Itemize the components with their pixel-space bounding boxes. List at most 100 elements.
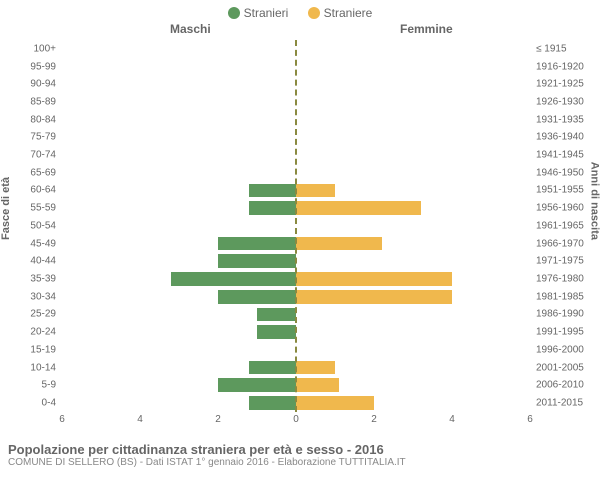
- age-label: 65-69: [30, 167, 62, 178]
- x-tick: 0: [293, 414, 299, 425]
- male-bar: [257, 308, 296, 322]
- male-half: [62, 131, 296, 145]
- female-bar: [296, 237, 382, 251]
- female-half: [296, 237, 530, 251]
- age-label: 60-64: [30, 185, 62, 196]
- male-half: [62, 361, 296, 375]
- male-bar: [249, 396, 296, 410]
- male-half: [62, 201, 296, 215]
- female-half: [296, 166, 530, 180]
- female-half: [296, 254, 530, 268]
- birth-year-label: 1961-1965: [530, 220, 584, 231]
- age-label: 100+: [33, 43, 62, 54]
- age-label: 30-34: [30, 291, 62, 302]
- male-half: [62, 343, 296, 357]
- birth-year-label: 1941-1945: [530, 150, 584, 161]
- x-tick: 4: [449, 414, 455, 425]
- female-bar: [296, 396, 374, 410]
- female-half: [296, 131, 530, 145]
- male-half: [62, 254, 296, 268]
- age-label: 25-29: [30, 309, 62, 320]
- male-half: [62, 219, 296, 233]
- female-half: [296, 95, 530, 109]
- x-tick: 6: [59, 414, 65, 425]
- female-bar: [296, 184, 335, 198]
- female-half: [296, 361, 530, 375]
- female-half: [296, 148, 530, 162]
- male-bar: [218, 378, 296, 392]
- birth-year-label: 1976-1980: [530, 273, 584, 284]
- population-pyramid-chart: Fasce di età Anni di nascita 100+ ≤ 1915 9…: [0, 40, 600, 440]
- birth-year-label: 1966-1970: [530, 238, 584, 249]
- female-half: [296, 113, 530, 127]
- female-half: [296, 272, 530, 286]
- male-half: [62, 166, 296, 180]
- male-bar: [249, 201, 296, 215]
- male-bar: [249, 361, 296, 375]
- male-bar: [218, 237, 296, 251]
- y-axis-title-left: Fasce di età: [0, 177, 12, 240]
- legend-label-female: Straniere: [324, 6, 373, 20]
- birth-year-label: 1946-1950: [530, 167, 584, 178]
- male-half: [62, 396, 296, 410]
- birth-year-label: 1956-1960: [530, 203, 584, 214]
- female-half: [296, 290, 530, 304]
- age-label: 40-44: [30, 256, 62, 267]
- male-bar: [171, 272, 296, 286]
- legend: Stranieri Straniere: [0, 0, 600, 22]
- x-axis: 6420246: [62, 414, 530, 430]
- birth-year-label: 1926-1930: [530, 96, 584, 107]
- male-half: [62, 184, 296, 198]
- male-half: [62, 237, 296, 251]
- legend-swatch-male: [228, 7, 240, 19]
- legend-item-female: Straniere: [308, 6, 373, 20]
- birth-year-label: 2011-2015: [530, 397, 583, 408]
- female-half: [296, 343, 530, 357]
- male-half: [62, 60, 296, 74]
- age-label: 95-99: [30, 61, 62, 72]
- female-half: [296, 308, 530, 322]
- age-label: 0-4: [42, 397, 62, 408]
- female-half: [296, 184, 530, 198]
- female-bar: [296, 361, 335, 375]
- male-half: [62, 148, 296, 162]
- male-half: [62, 95, 296, 109]
- legend-swatch-female: [308, 7, 320, 19]
- y-axis-title-right: Anni di nascita: [588, 162, 600, 240]
- female-bar: [296, 378, 339, 392]
- birth-year-label: 1921-1925: [530, 79, 584, 90]
- birth-year-label: 2006-2010: [530, 380, 584, 391]
- birth-year-label: 1936-1940: [530, 132, 584, 143]
- male-bar: [249, 184, 296, 198]
- age-label: 80-84: [30, 114, 62, 125]
- female-bar: [296, 201, 421, 215]
- female-half: [296, 77, 530, 91]
- column-headers: Maschi Femmine: [0, 22, 600, 40]
- birth-year-label: 1951-1955: [530, 185, 584, 196]
- age-label: 55-59: [30, 203, 62, 214]
- birth-year-label: ≤ 1915: [530, 43, 567, 54]
- birth-year-label: 2001-2005: [530, 362, 584, 373]
- female-half: [296, 396, 530, 410]
- age-label: 85-89: [30, 96, 62, 107]
- male-half: [62, 77, 296, 91]
- birth-year-label: 1916-1920: [530, 61, 584, 72]
- age-label: 45-49: [30, 238, 62, 249]
- age-label: 70-74: [30, 150, 62, 161]
- legend-label-male: Stranieri: [244, 6, 289, 20]
- female-bar: [296, 272, 452, 286]
- center-axis-line: [295, 40, 297, 412]
- female-half: [296, 325, 530, 339]
- male-half: [62, 378, 296, 392]
- male-bar: [257, 325, 296, 339]
- age-label: 90-94: [30, 79, 62, 90]
- age-label: 50-54: [30, 220, 62, 231]
- female-half: [296, 219, 530, 233]
- birth-year-label: 1996-2000: [530, 344, 584, 355]
- male-half: [62, 42, 296, 56]
- female-half: [296, 60, 530, 74]
- male-half: [62, 290, 296, 304]
- age-label: 35-39: [30, 273, 62, 284]
- age-label: 75-79: [30, 132, 62, 143]
- age-label: 20-24: [30, 327, 62, 338]
